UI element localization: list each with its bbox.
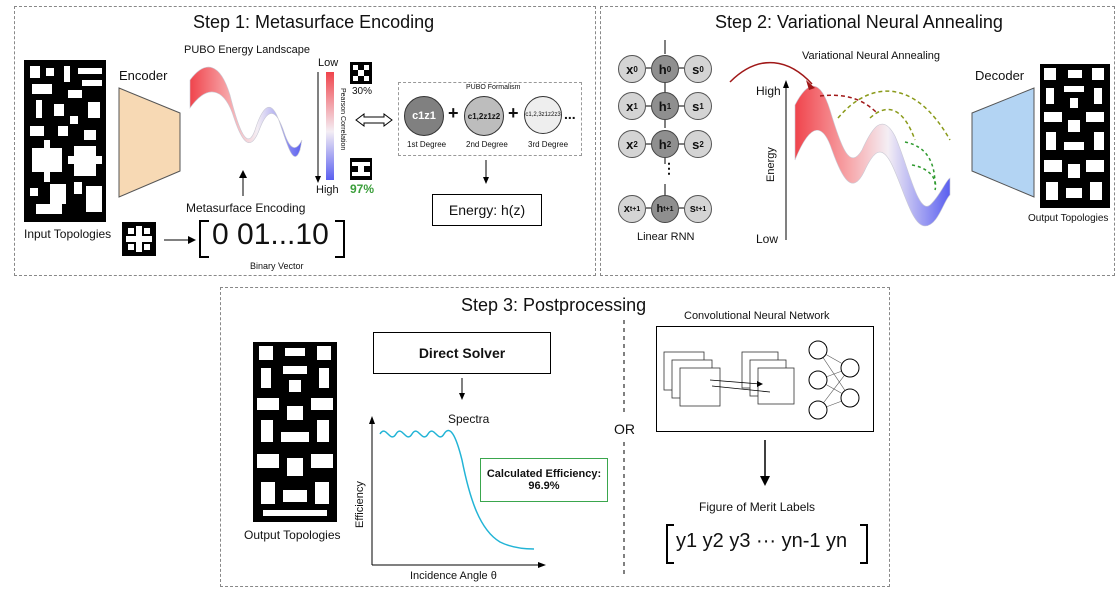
pubo-formalism-label: PUBO Formalism [466, 84, 521, 91]
vna-high-label: High [756, 84, 781, 98]
binary-vector-bracket-right [335, 220, 345, 258]
output-topologies-image-step2 [1040, 64, 1110, 208]
vna-label: Variational Neural Annealing [802, 50, 940, 62]
pubo-formalism-box [398, 82, 582, 156]
degree1-label: 1st Degree [407, 140, 447, 149]
rnn-st1: s t+1 [684, 195, 712, 223]
step1-panel [14, 6, 596, 276]
plus-1: + [448, 103, 459, 123]
spectra-label: Spectra [448, 412, 490, 426]
step3-title: Step 3: Postprocessing [461, 295, 647, 315]
step2-panel [600, 6, 1115, 276]
step3-panel [220, 287, 890, 587]
colorbar-low-label: Low [318, 57, 339, 69]
encoder-label: Encoder [119, 68, 168, 83]
degree1-circle: c1z1 [404, 96, 444, 136]
binary-vector-label: Binary Vector [250, 261, 304, 271]
step2-title: Step 2: Variational Neural Annealing [715, 12, 1003, 32]
vna-low-label: Low [756, 232, 779, 246]
colorbar-high-label: High [316, 184, 339, 196]
binary-vector-bracket-left [199, 220, 209, 258]
energy-box: Energy: h(z) [432, 194, 542, 226]
calculated-efficiency-box: Calculated Efficiency: 96.9% [480, 458, 608, 502]
pct-low-label: 30% [352, 86, 373, 97]
degree3-label: 3rd Degree [528, 140, 569, 149]
fom-bracket-right [860, 524, 868, 564]
pubo-landscape-title: PUBO Energy Landscape [184, 44, 310, 56]
rnn-ht1: h t+1 [651, 195, 679, 223]
plus-2: + [508, 103, 519, 123]
cnn-box [656, 326, 874, 432]
fom-bracket-left [666, 524, 674, 564]
output-topologies-label-step3: Output Topologies [244, 528, 341, 542]
input-topologies-image [24, 60, 106, 222]
linear-rnn-label: Linear RNN [637, 231, 695, 243]
single-topology-image [122, 222, 156, 256]
direct-solver-box: Direct Solver [373, 332, 551, 374]
calc-efficiency-value: 96.9% [528, 480, 560, 492]
degree2-circle: c1,2z1z2 [464, 96, 504, 136]
topology-thumb-low [350, 62, 372, 84]
topology-thumb-high [350, 158, 372, 180]
ellipsis: ... [564, 106, 576, 122]
step1-title: Step 1: Metasurface Encoding [193, 12, 435, 32]
figure-of-merit-label: Figure of Merit Labels [699, 500, 816, 514]
fom-labels: y1 y2 y3 ··· yn-1 yn [676, 530, 848, 552]
rnn-xt1: x t+1 [618, 195, 646, 223]
degree2-label: 2nd Degree [466, 140, 508, 149]
or-label: OR [614, 421, 635, 437]
output-topologies-image-step3 [253, 342, 337, 522]
decoder-label: Decoder [975, 68, 1025, 83]
rnn-dots: ⋮ [662, 160, 676, 176]
input-topologies-label: Input Topologies [24, 227, 112, 241]
incidence-angle-label: Incidence Angle θ [410, 570, 497, 582]
degree3-circle: c1,2,3z1z2z3 [524, 96, 562, 134]
pct-high-label: 97% [350, 182, 375, 196]
cnn-label: Convolutional Neural Network [684, 310, 830, 322]
binary-vector: 0 01...10 [212, 218, 329, 251]
output-topologies-label-step2: Output Topologies [1028, 213, 1109, 224]
metasurface-encoding-label: Metasurface Encoding [186, 201, 306, 215]
pearson-colorbar [326, 72, 334, 180]
calc-efficiency-label: Calculated Efficiency: [486, 468, 602, 480]
